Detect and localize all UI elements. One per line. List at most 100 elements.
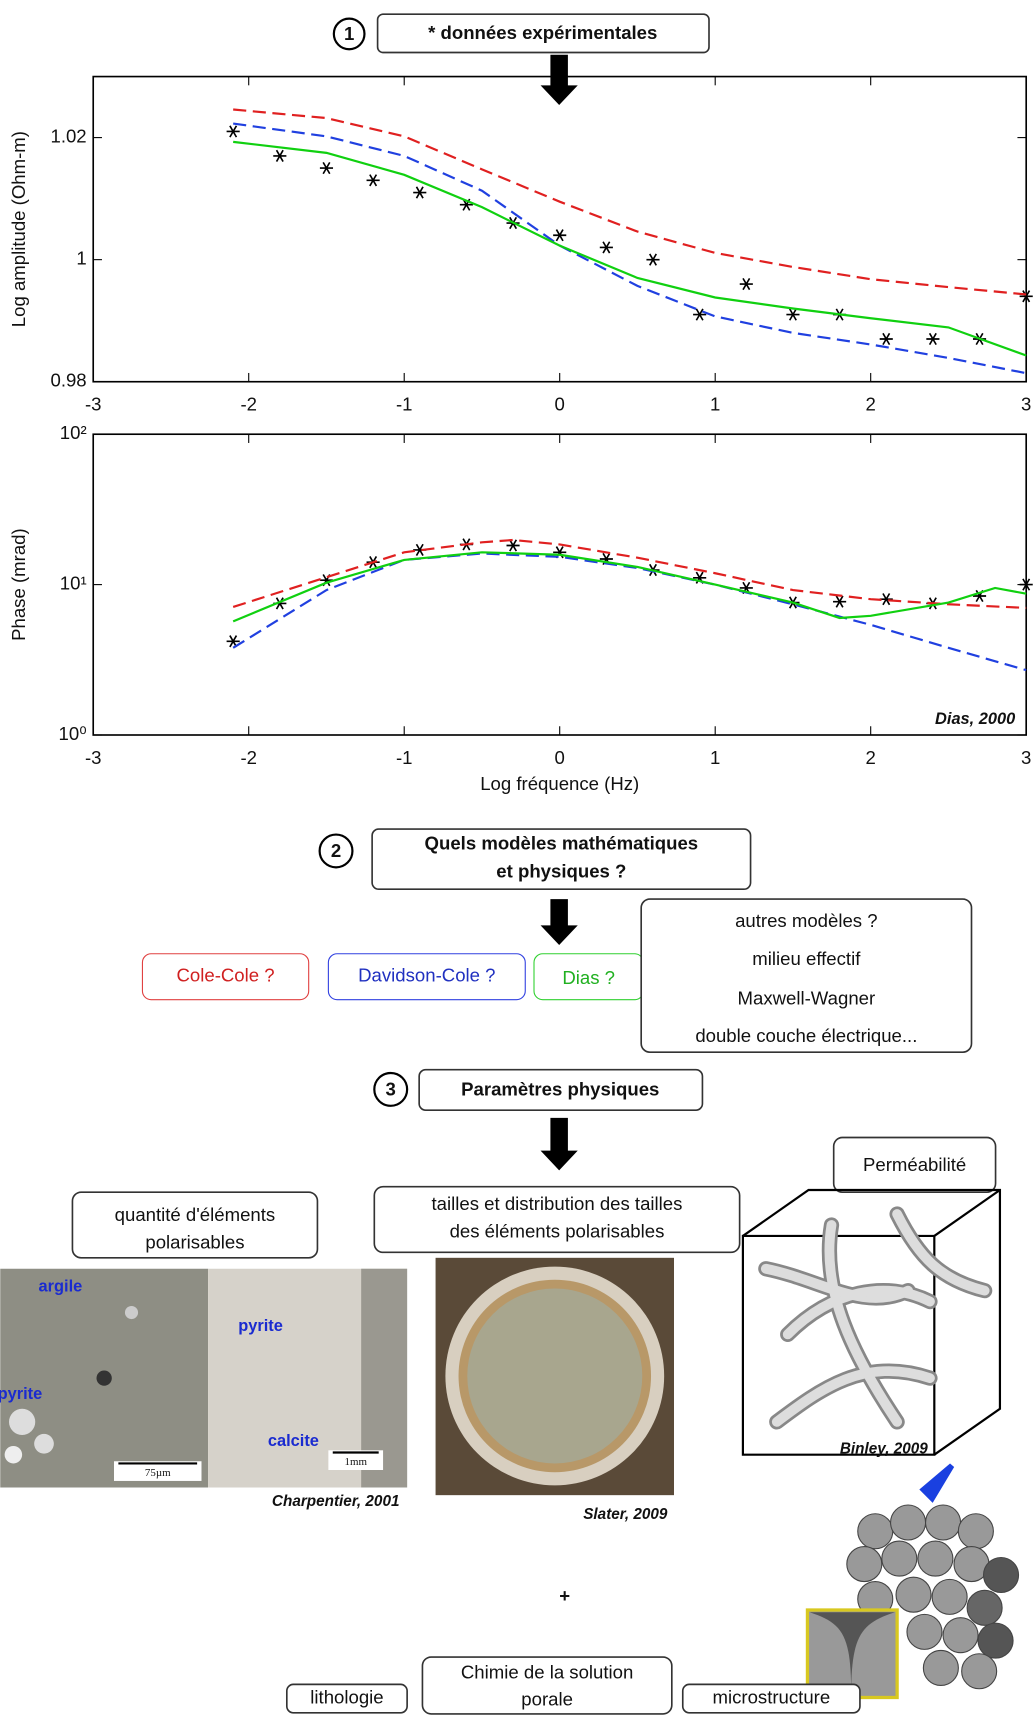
annotation: Dias, 2000 [935,710,1015,728]
grain [124,1305,139,1320]
param-label: tailles et distribution des tailles [432,1193,683,1214]
model-label: double couche électrique... [695,1025,917,1046]
param-label: porale [521,1689,573,1710]
param-box [285,1683,408,1714]
model-box [640,898,973,1054]
scale-bar [114,1461,202,1481]
model-label: Dias ? [562,967,615,988]
step-number: 3 [386,1078,396,1099]
sphere-pack [846,1504,1020,1690]
data-point [599,241,613,254]
y-tick-label: 10¹ [60,573,87,594]
scale-bar [328,1450,384,1470]
y-axis-label: Log amplitude (Ohm-m) [8,131,29,327]
param-label: lithologie [310,1687,383,1708]
photo-label: calcite [268,1432,319,1450]
data-point [273,149,287,162]
model-curve [233,122,1027,375]
photo-label: argile [39,1278,83,1296]
data-point [1019,578,1033,591]
pore-detail [809,1612,895,1695]
step-circle [373,1071,409,1107]
y-tick-label: 10⁰ [59,723,87,744]
data-point [646,253,660,266]
model-box [141,953,310,1001]
param-label: quantité d'éléments [115,1204,276,1225]
param-box [373,1185,741,1254]
scale-label: 75µm [145,1467,171,1479]
step-label: Paramètres physiques [461,1078,659,1099]
data-point [879,332,893,346]
param-box [681,1683,861,1714]
x-tick-label: 2 [866,394,876,415]
data-point [926,332,940,346]
model-curve [233,108,1027,296]
param-label: Perméabilité [863,1154,966,1175]
step-box [376,13,710,54]
data-point [833,595,847,608]
model-label: milieu effectif [752,948,861,969]
x-tick-label: 3 [1021,747,1031,768]
x-tick-label: -1 [396,394,413,415]
x-tick-label: -3 [85,747,102,768]
step-label: et physiques ? [496,861,626,882]
plot-frame [92,75,1028,383]
data-point [226,125,240,138]
param-box [421,1656,673,1715]
step-label: Quels modèles mathématiques [425,832,699,853]
data-point [739,277,753,291]
arrow [540,899,578,945]
scale-label: 1mm [344,1456,367,1468]
model-label: autres modèles ? [735,910,878,931]
x-tick-label: 0 [555,747,565,768]
model-label: Cole-Cole ? [177,965,275,986]
x-tick-label: -1 [396,747,413,768]
model-box [327,953,526,1001]
param-label: des éléments polarisables [450,1221,665,1242]
x-tick-label: -2 [240,747,257,768]
model-curve [232,552,1027,672]
credit: Slater, 2009 [583,1506,668,1523]
param-box [71,1191,319,1259]
y-tick-label: 10² [60,422,87,443]
arrow [919,1463,955,1503]
step-box [371,828,752,891]
x-tick-label: 0 [555,394,565,415]
model-curve [233,140,1027,357]
model-curve [232,551,1027,623]
param-box [832,1136,997,1194]
x-tick-label: -2 [240,394,257,415]
x-tick-label: 2 [866,747,876,768]
grain [9,1408,36,1435]
x-tick-label: 1 [710,394,720,415]
credit: Binley, 2009 [840,1440,928,1457]
step-number: 1 [344,23,354,44]
data-point [1019,290,1033,303]
y-axis-label: Phase (mrad) [8,528,29,641]
model-label: Davidson-Cole ? [358,965,495,986]
grain [34,1433,54,1454]
x-tick-label: -3 [85,394,102,415]
pores [760,1209,990,1427]
sample [467,1288,643,1464]
param-label: microstructure [713,1687,831,1708]
step-box [418,1068,704,1111]
data-point [553,229,567,242]
data-point [366,174,380,187]
y-tick-label: 1.02 [50,126,86,147]
cube [741,1188,1002,1456]
data-point [319,161,334,175]
photo-label: pyrite [0,1385,42,1403]
data-point [413,186,427,199]
step-number: 2 [331,840,341,861]
data-point [226,635,240,648]
data-point [506,539,520,552]
param-label: Chimie de la solution [461,1661,633,1682]
data-point [693,308,707,321]
plus: + [559,1585,570,1606]
photo-label: pyrite [238,1317,283,1335]
data-point [786,308,800,321]
credit: Charpentier, 2001 [272,1493,400,1510]
y-tick-label: 0.98 [50,370,86,391]
